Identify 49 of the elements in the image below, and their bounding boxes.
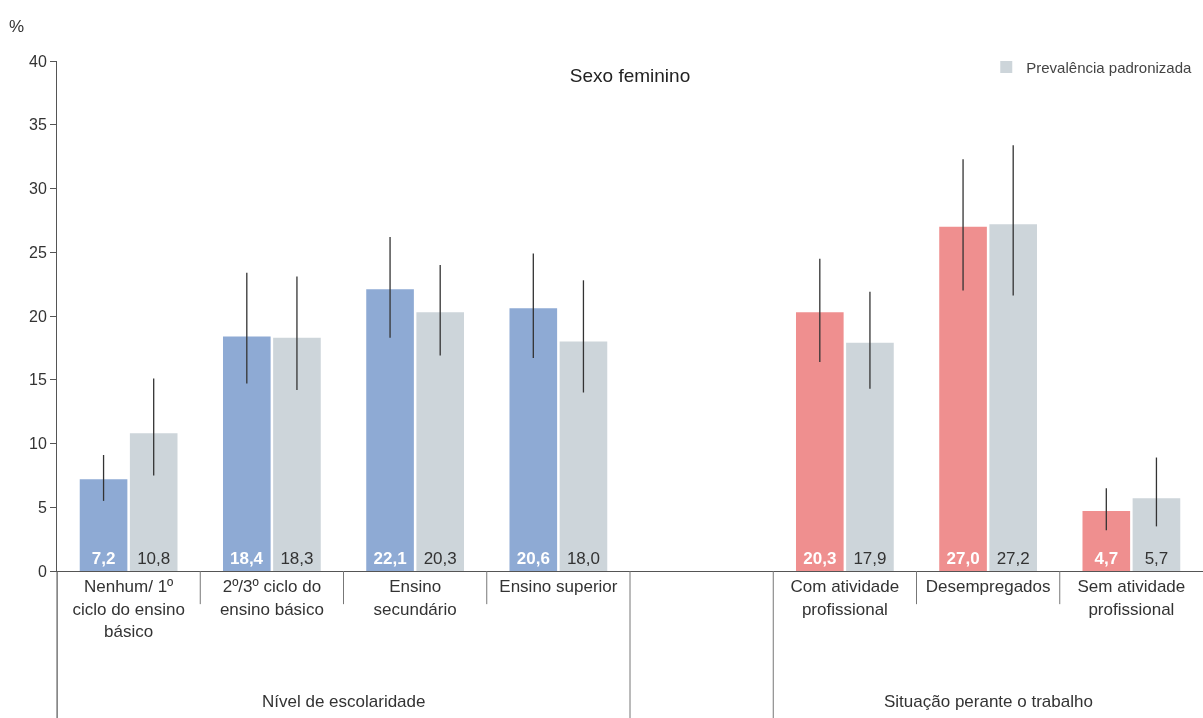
data-label: 18,3 <box>280 549 314 568</box>
data-label: 20,3 <box>423 549 457 568</box>
text: Nível de escolaridade <box>262 692 426 711</box>
y-tick-label: 40 <box>29 52 47 70</box>
bar <box>939 226 987 571</box>
x-tick-label: Ensino superior <box>499 577 618 597</box>
y-tick-label: 15 <box>29 371 47 389</box>
bar <box>1082 511 1131 571</box>
data-label: 7,2 <box>91 549 116 568</box>
data-label: 20,6 <box>516 549 550 568</box>
x-tick-label: Sem atividade profissional <box>1077 577 1186 619</box>
y-tick-label: 30 <box>29 180 47 198</box>
data-label: 18,4 <box>229 549 264 568</box>
data-label: 5,7 <box>1144 549 1169 568</box>
x-tick-label: Com atividade profissional <box>790 577 900 619</box>
bar <box>416 312 465 571</box>
y-tick-label: 10 <box>29 435 47 453</box>
chart-title: Sexo feminino <box>569 65 691 87</box>
data-label: 4,7 <box>1094 549 1119 568</box>
y-tick-label: 35 <box>29 116 47 134</box>
y-tick-label: 5 <box>37 498 47 516</box>
data-label: 22,1 <box>373 549 407 568</box>
bar <box>366 289 414 571</box>
legend-label: Prevalência padronizada <box>1026 58 1193 76</box>
bar <box>509 308 558 571</box>
y-tick-label: 25 <box>29 243 47 261</box>
text: Situação perante o trabalho <box>884 692 1093 711</box>
y-axis-title: % <box>9 17 25 36</box>
y-tick-label: 20 <box>29 307 47 325</box>
data-label: 27,0 <box>946 549 980 568</box>
x-tick-label: Nenhum/ 1º ciclo do ensino básico <box>72 577 185 641</box>
bar <box>79 479 128 571</box>
x-tick-label: Ensino secundário <box>373 577 457 619</box>
data-label: 17,9 <box>853 549 887 568</box>
bar <box>846 342 894 571</box>
bar <box>273 337 321 571</box>
data-label: 18,0 <box>566 549 600 568</box>
bar <box>222 336 271 571</box>
data-label: 27,2 <box>996 549 1030 568</box>
bar <box>795 312 844 571</box>
bar <box>559 341 608 571</box>
y-tick-label: 0 <box>37 562 47 580</box>
bar <box>129 433 178 571</box>
x-tick-label: 2º/3º ciclo do ensino básico <box>219 577 324 619</box>
bar <box>1132 498 1181 571</box>
x-tick-label: Desempregados <box>925 577 1051 597</box>
data-label: 10,8 <box>137 549 171 568</box>
data-label: 20,3 <box>803 549 837 568</box>
bar <box>989 224 1038 571</box>
